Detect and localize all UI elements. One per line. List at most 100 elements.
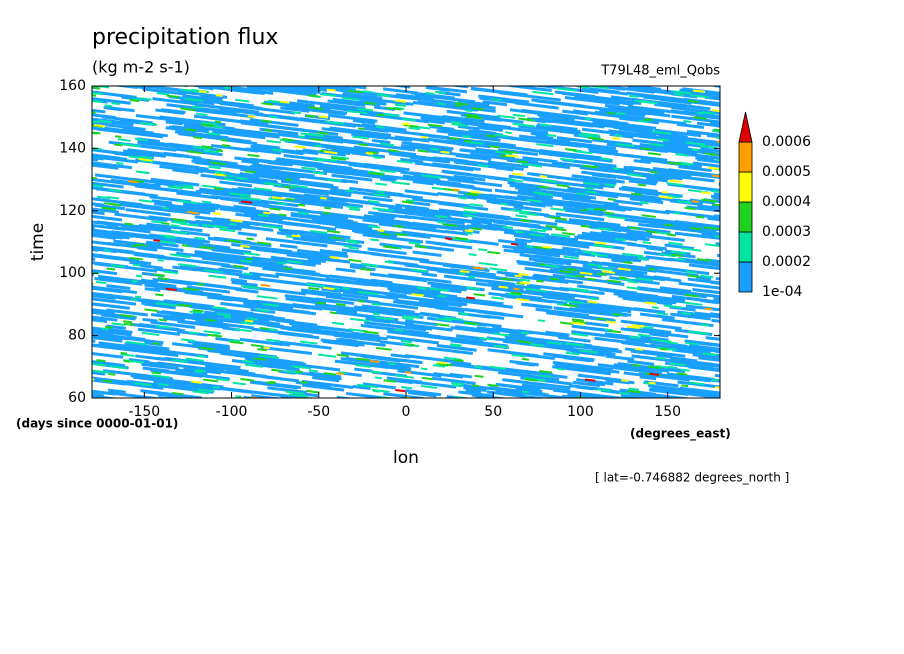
contour-streak — [120, 353, 135, 357]
contour-streak — [204, 202, 221, 208]
contour-streak — [127, 148, 182, 158]
contour-streak — [329, 126, 371, 135]
contour-streak — [152, 277, 193, 286]
contour-streak — [355, 357, 370, 362]
contour-streak — [392, 300, 459, 311]
contour-streak — [486, 300, 504, 306]
contour-streak — [470, 190, 482, 194]
contour-streak — [217, 312, 231, 317]
contour-streak — [502, 244, 561, 255]
contour-streak — [455, 154, 477, 160]
contour-streak — [597, 388, 611, 392]
contour-streak — [707, 166, 719, 170]
contour-streak — [604, 211, 615, 215]
contour-streak — [124, 222, 133, 226]
contour-streak — [388, 284, 441, 294]
contour-streak — [450, 120, 462, 125]
contour-streak — [706, 133, 720, 139]
contour-streak — [363, 101, 377, 106]
contour-streak — [582, 164, 596, 169]
y-tick-label: 100 — [59, 265, 86, 281]
contour-streak — [440, 150, 450, 154]
contour-streak — [310, 137, 323, 142]
contour-streak — [172, 218, 187, 222]
contour-streak — [386, 376, 423, 384]
contour-streak — [241, 197, 299, 208]
contour-streak — [507, 181, 544, 189]
contour-streak — [151, 199, 173, 205]
contour-streak — [237, 310, 274, 319]
contour-streak — [369, 272, 428, 283]
contour-streak — [349, 186, 404, 197]
contour-streak — [285, 390, 305, 395]
contour-streak — [342, 287, 350, 290]
contour-streak — [574, 95, 634, 106]
contour-streak — [549, 216, 562, 220]
contour-streak — [631, 192, 643, 196]
contour-streak — [629, 197, 664, 205]
contour-streak — [545, 330, 570, 337]
contour-streak — [111, 102, 121, 106]
contour-streak — [485, 134, 496, 138]
contour-streak — [308, 94, 319, 98]
contour-streak — [418, 299, 462, 308]
contour-streak — [657, 138, 669, 142]
contour-streak — [489, 267, 508, 272]
contour-streak — [587, 263, 603, 268]
contour-streak — [274, 341, 291, 347]
contour-streak — [250, 344, 264, 348]
contour-streak — [177, 320, 229, 330]
contour-streak — [510, 291, 523, 295]
contour-streak — [435, 214, 448, 219]
contour-streak — [358, 300, 365, 303]
contour-streak — [553, 296, 592, 304]
contour-streak — [509, 331, 526, 337]
run-label: T79L48_eml_Qobs — [600, 64, 720, 79]
contour-streak — [701, 111, 715, 115]
contour-streak — [230, 278, 247, 283]
contour-streak — [231, 280, 258, 287]
contour-streak — [495, 150, 513, 155]
contour-streak — [569, 193, 597, 200]
contour-streak — [619, 391, 630, 396]
contour-streak — [128, 155, 147, 160]
contour-streak — [522, 390, 530, 394]
contour-streak — [230, 219, 243, 223]
contour-streak — [94, 123, 106, 128]
contour-streak — [131, 279, 139, 283]
contour-streak — [575, 274, 585, 278]
contour-streak — [580, 208, 588, 212]
contour-streak — [628, 335, 641, 340]
contour-streak — [92, 214, 123, 222]
contour-streak — [452, 188, 460, 192]
contour-streak — [152, 161, 209, 171]
contour-streak — [344, 86, 367, 90]
contour-streak — [620, 394, 652, 398]
contour-streak — [521, 163, 543, 168]
contour-streak — [96, 187, 159, 198]
contour-streak — [262, 375, 300, 383]
contour-streak — [582, 104, 647, 116]
contour-streak — [247, 317, 258, 321]
contour-streak — [403, 123, 418, 128]
contour-streak — [367, 200, 380, 204]
contour-streak — [404, 189, 439, 197]
contour-streak — [352, 118, 376, 125]
contour-streak — [648, 223, 708, 234]
contour-streak — [605, 378, 630, 385]
contour-streak — [203, 330, 221, 335]
contour-streak — [284, 178, 334, 187]
contour-streak — [317, 353, 337, 358]
contour-streak — [127, 180, 139, 184]
contour-streak — [162, 316, 185, 323]
contour-streak — [167, 185, 183, 190]
contour-streak — [264, 182, 282, 187]
contour-streak — [197, 283, 205, 286]
contour-streak — [628, 179, 657, 186]
contour-streak — [153, 380, 214, 391]
contour-streak — [92, 181, 124, 189]
contour-streak — [684, 339, 720, 347]
contour-streak — [425, 91, 435, 95]
contour-streak — [404, 354, 462, 364]
contour-streak — [437, 361, 447, 365]
